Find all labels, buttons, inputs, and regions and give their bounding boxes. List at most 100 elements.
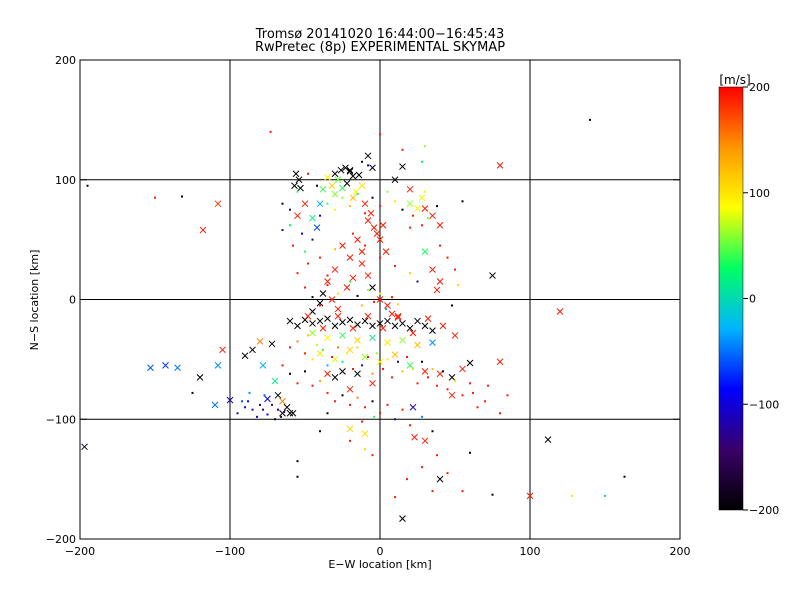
data-point-dot: [361, 364, 363, 367]
data-point-cross: [349, 274, 357, 282]
data-point-cross: [316, 200, 324, 208]
data-point-cross: [448, 373, 456, 381]
data-point-cross: [334, 176, 342, 184]
data-point-cross: [319, 324, 327, 332]
data-point-dot: [349, 280, 351, 283]
data-point-cross: [369, 322, 376, 330]
data-point-dot: [311, 296, 314, 299]
data-point-dot: [341, 360, 344, 363]
data-point-cross: [346, 425, 354, 433]
data-point-cross: [294, 322, 301, 330]
data-point-cross: [81, 443, 88, 451]
data-point-dot: [364, 406, 366, 409]
data-point-cross: [358, 182, 366, 190]
data-point-dot: [248, 391, 251, 394]
data-point-cross: [256, 338, 264, 345]
data-point-dot: [391, 376, 393, 379]
data-point-dot: [326, 412, 329, 415]
data-point-cross: [436, 475, 444, 483]
data-point-cross: [271, 377, 279, 385]
colorbar-label: [m/s]: [719, 73, 750, 87]
data-point-dot: [446, 388, 449, 391]
data-point-cross: [301, 200, 309, 208]
data-point-cross: [376, 358, 384, 366]
data-point-cross: [286, 409, 294, 417]
data-point-dot: [281, 202, 284, 205]
colorbar-tick-label: 100: [749, 187, 770, 200]
data-point-cross: [354, 370, 361, 378]
data-point-cross: [291, 182, 298, 190]
data-point-dot: [181, 195, 183, 198]
data-point-dot: [421, 415, 423, 418]
data-point-dot: [263, 394, 266, 397]
data-point-dot: [499, 412, 501, 415]
data-point-cross: [346, 254, 354, 261]
data-point-cross: [264, 395, 271, 403]
data-point-cross: [324, 174, 331, 181]
data-point-dot: [256, 415, 258, 418]
data-point-dot: [379, 205, 381, 208]
data-point-dot: [391, 296, 393, 299]
data-point-dot: [307, 262, 309, 265]
data-point-cross: [361, 430, 369, 437]
data-point-dot: [352, 232, 354, 235]
data-point-dot: [401, 208, 404, 211]
data-point-dot: [296, 382, 299, 385]
data-point-cross: [339, 367, 346, 375]
data-point-dot: [394, 496, 396, 499]
x-axis-ticks: −200 −100 0 100 200: [65, 60, 691, 558]
data-point-cross: [328, 182, 336, 190]
data-point-cross: [421, 437, 429, 445]
data-point-cross: [429, 339, 436, 346]
data-point-cross: [289, 409, 297, 417]
data-point-cross: [369, 379, 376, 387]
data-point-dot: [371, 400, 374, 403]
data-point-cross: [414, 205, 421, 212]
colorbar-ticks: −200 −100 0 100 200: [743, 81, 779, 517]
data-point-dot: [427, 217, 429, 220]
data-point-cross: [334, 312, 342, 320]
data-point-dot: [401, 408, 404, 411]
data-point-cross: [544, 436, 552, 443]
data-point-cross: [324, 370, 331, 378]
data-point-dot: [319, 379, 321, 382]
data-point-dot: [326, 202, 329, 205]
data-point-dot: [311, 384, 314, 387]
y-tick-label: 100: [55, 174, 76, 187]
data-point-dot: [394, 264, 396, 267]
data-point-cross: [379, 324, 387, 332]
data-point-cross: [391, 351, 399, 358]
data-point-cross: [439, 322, 447, 330]
data-point-dot: [373, 300, 375, 303]
data-point-dot: [461, 394, 464, 397]
data-point-cross: [349, 172, 357, 180]
data-point-cross: [364, 217, 372, 224]
data-point-cross: [414, 341, 421, 349]
data-point-dot: [326, 274, 329, 277]
data-point-dot: [322, 348, 324, 351]
data-point-dot: [457, 284, 459, 287]
data-point-cross: [331, 190, 339, 198]
data-point-dot: [154, 196, 156, 199]
data-point-dot: [371, 454, 374, 457]
colorbar-tick-label: −100: [749, 398, 779, 411]
data-point-cross: [394, 314, 402, 321]
data-point-dot: [236, 412, 239, 415]
data-point-cross: [370, 224, 378, 232]
data-point-cross: [343, 179, 351, 187]
data-point-cross: [339, 318, 346, 326]
data-point-dot: [371, 196, 374, 199]
data-point-dot: [446, 472, 449, 475]
data-point-dot: [397, 360, 399, 363]
data-point-dot: [244, 406, 246, 409]
data-point-dot: [421, 360, 423, 363]
data-point-dot: [307, 334, 309, 337]
data-point-dot: [376, 352, 378, 355]
data-point-cross: [294, 212, 301, 220]
data-point-cross: [376, 236, 384, 243]
data-point-cross: [343, 284, 351, 291]
data-point-dot: [379, 256, 381, 259]
data-point-dot: [379, 292, 381, 295]
data-point-cross: [354, 236, 361, 243]
data-point-cross: [399, 336, 406, 344]
